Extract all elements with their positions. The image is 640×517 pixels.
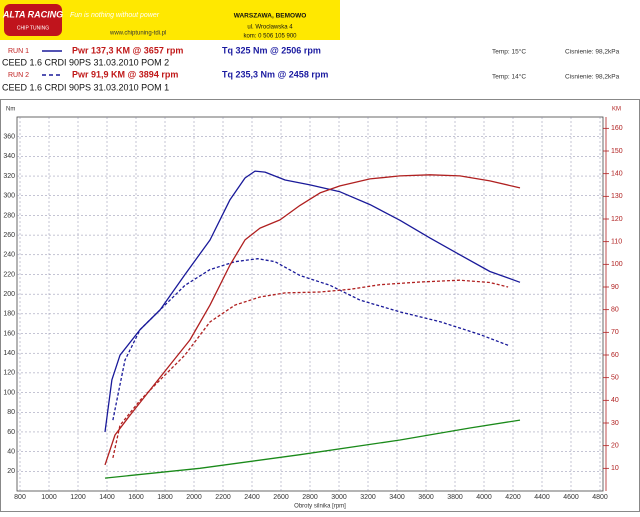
y2-tick-label: 100	[611, 261, 623, 268]
x-tick-label: 4000	[476, 494, 492, 501]
series-line	[104, 170, 521, 432]
street: ul. Wrocławska 4	[247, 25, 293, 31]
x-axis-label: Obroty silnika [rpm]	[294, 504, 346, 510]
y2-axis-label: KM	[612, 107, 621, 113]
y2-tick-label: 80	[611, 307, 619, 314]
y-tick-label: 140	[3, 350, 15, 357]
y-tick-label: 300	[3, 193, 15, 200]
y-tick-label: 320	[3, 173, 15, 180]
x-tick-label: 2200	[215, 494, 231, 501]
y-tick-label: 240	[3, 252, 15, 259]
run-pressure: Cisnienie: 98,2kPa	[565, 49, 620, 56]
logo-badge	[4, 4, 62, 36]
y-tick-label: 20	[7, 468, 15, 475]
plot-area	[16, 116, 604, 492]
x-tick-label: 2800	[302, 494, 318, 501]
url: www.chiptuning-tdi.pl	[109, 31, 166, 37]
y-tick-label: 40	[7, 448, 15, 455]
y-tick-label: 260	[3, 232, 15, 239]
x-tick-label: 1600	[128, 494, 144, 501]
y-axis-label: Nm	[6, 107, 15, 113]
x-tick-label: 800	[14, 494, 26, 501]
x-tick-label: 3400	[389, 494, 405, 501]
y2-tick-label: 40	[611, 397, 619, 404]
x-tick-label: 3200	[360, 494, 376, 501]
x-tick-label: 3000	[331, 494, 347, 501]
y2-tick-label: 60	[611, 352, 619, 359]
y-tick-label: 80	[7, 409, 15, 416]
series-line	[104, 174, 521, 466]
logo-sub: CHIP TUNING	[17, 25, 49, 31]
y2-tick-label: 10	[611, 465, 619, 472]
y-tick-label: 160	[3, 330, 15, 337]
y-tick-label: 220	[3, 271, 15, 278]
x-tick-label: 1000	[41, 494, 57, 501]
logo: ALTA RACING	[2, 9, 63, 19]
run-pressure: Cisnienie: 98,2kPa	[565, 74, 620, 81]
y-tick-label: 60	[7, 429, 15, 436]
x-tick-label: 2400	[244, 494, 260, 501]
y2-tick-label: 130	[611, 193, 623, 200]
y-tick-label: 100	[3, 389, 15, 396]
x-tick-label: 1200	[70, 494, 86, 501]
y2-tick-label: 70	[611, 329, 619, 336]
x-tick-label: 1400	[99, 494, 115, 501]
city: WARSZAWA, BEMOWO	[234, 13, 307, 20]
series-line	[112, 258, 509, 421]
y-tick-label: 120	[3, 370, 15, 377]
y2-tick-label: 30	[611, 420, 619, 427]
run-temp: Temp: 14°C	[492, 73, 526, 81]
run-label: RUN 1	[8, 48, 29, 55]
y2-tick-label: 150	[611, 148, 623, 155]
x-tick-label: 2600	[273, 494, 289, 501]
x-tick-label: 4200	[505, 494, 521, 501]
series-line	[104, 419, 521, 479]
x-tick-label: 4800	[592, 494, 608, 501]
y2-tick-label: 50	[611, 375, 619, 382]
y-tick-label: 340	[3, 153, 15, 160]
run-car: CEED 1.6 CRDI 90PS 31.03.2010 POM 1	[2, 82, 169, 92]
phone: kom: 0 506 105 900	[243, 34, 297, 40]
x-tick-label: 4400	[534, 494, 550, 501]
slogan: Fun is nothing without power	[70, 12, 160, 19]
y-tick-label: 200	[3, 291, 15, 298]
x-tick-label: 1800	[157, 494, 173, 501]
run-power: Pwr 137,3 KM @ 3657 rpm	[72, 45, 183, 55]
run-torque: Tq 325 Nm @ 2506 rpm	[222, 45, 321, 55]
y2-tick-label: 140	[611, 171, 623, 178]
y2-tick-label: 160	[611, 125, 623, 132]
x-tick-label: 2000	[186, 494, 202, 501]
run-label: RUN 2	[8, 72, 29, 79]
run-temp: Temp: 15°C	[492, 48, 526, 56]
x-tick-label: 4600	[563, 494, 579, 501]
y2-tick-label: 20	[611, 443, 619, 450]
y2-tick-label: 90	[611, 284, 619, 291]
run-power: Pwr 91,9 KM @ 3894 rpm	[72, 69, 178, 79]
x-tick-label: 3800	[447, 494, 463, 501]
y2-tick-label: 110	[611, 239, 622, 246]
y-tick-label: 180	[3, 311, 15, 318]
y-tick-label: 280	[3, 212, 15, 219]
run-car: CEED 1.6 CRDI 90PS 31.03.2010 POM 2	[2, 57, 169, 67]
y-tick-label: 360	[3, 134, 15, 141]
run-torque: Tq 235,3 Nm @ 2458 rpm	[222, 69, 328, 79]
y2-tick-label: 120	[611, 216, 623, 223]
x-tick-label: 3600	[418, 494, 434, 501]
